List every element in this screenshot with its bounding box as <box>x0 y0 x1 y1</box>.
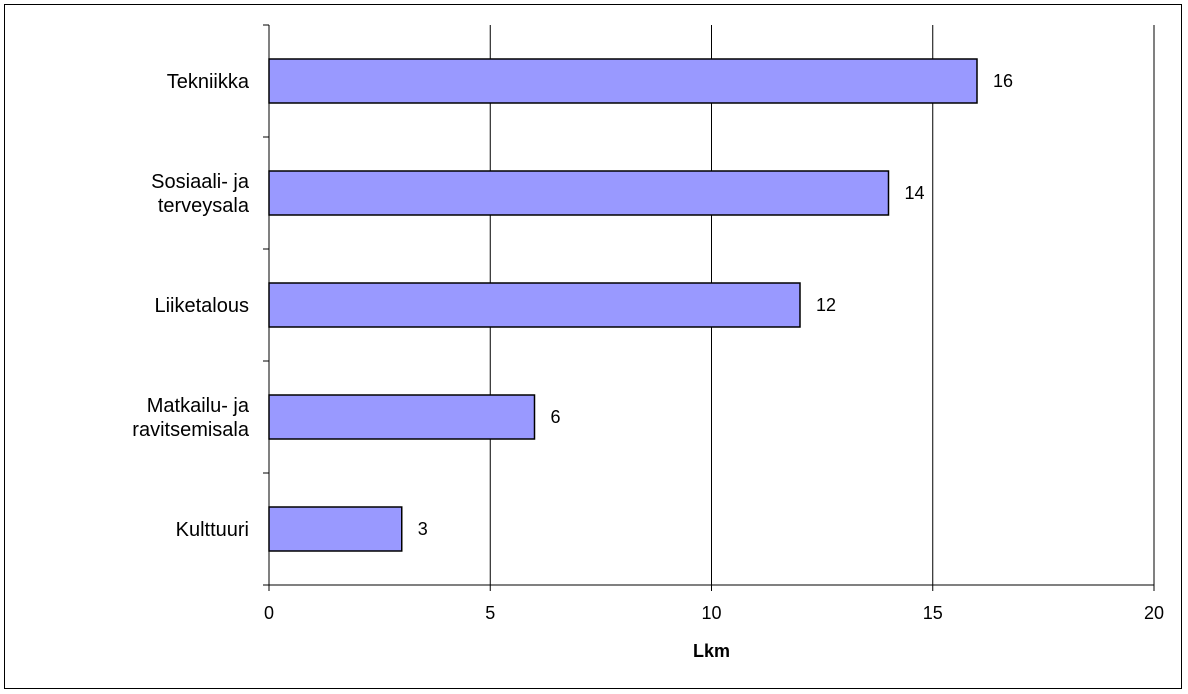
category-label-line: Kulttuuri <box>176 519 249 541</box>
category-label-1: Sosiaali- ja terveysala <box>151 171 250 217</box>
bar-0 <box>268 58 978 104</box>
category-label-line: Sosiaali- ja <box>151 171 250 193</box>
category-label-line: Liiketalous <box>154 295 249 317</box>
bar-chart: 16 Tekniikka 14 Sosiaali- ja terveysala 12 Lii… <box>132 24 1164 661</box>
bars <box>268 58 978 552</box>
chart-frame: 16 Tekniikka 14 Sosiaali- ja terveysala 12 Lii… <box>4 4 1182 689</box>
axes <box>263 24 1155 591</box>
category-label-3: Matkailu- ja ravitsemisala <box>132 395 250 441</box>
x-tick-label-10: 10 <box>701 603 721 623</box>
bar-4 <box>268 506 403 552</box>
x-tick-label-5: 5 <box>485 603 495 623</box>
data-label-4: 3 <box>418 519 428 539</box>
category-label-4: Kulttuuri <box>176 519 249 541</box>
labels: 16 Tekniikka 14 Sosiaali- ja terveysala 12 Lii… <box>132 71 1164 623</box>
category-label-line: Tekniikka <box>167 71 250 93</box>
data-label-1: 14 <box>905 183 925 203</box>
category-label-2: Liiketalous <box>154 295 249 317</box>
category-label-line: Matkailu- ja <box>147 395 250 417</box>
x-tick-label-0: 0 <box>264 603 274 623</box>
data-label-3: 6 <box>551 407 561 427</box>
x-tick-label-20: 20 <box>1144 603 1164 623</box>
x-tick-label-15: 15 <box>923 603 943 623</box>
x-axis-title: Lkm <box>693 641 730 661</box>
category-label-line: ravitsemisala <box>132 419 250 441</box>
category-label-0: Tekniikka <box>167 71 250 93</box>
data-label-2: 12 <box>816 295 836 315</box>
category-label-line: terveysala <box>158 195 250 217</box>
bar-1 <box>268 170 890 216</box>
data-label-0: 16 <box>993 71 1013 91</box>
bar-2 <box>268 282 801 328</box>
bar-3 <box>268 394 536 440</box>
